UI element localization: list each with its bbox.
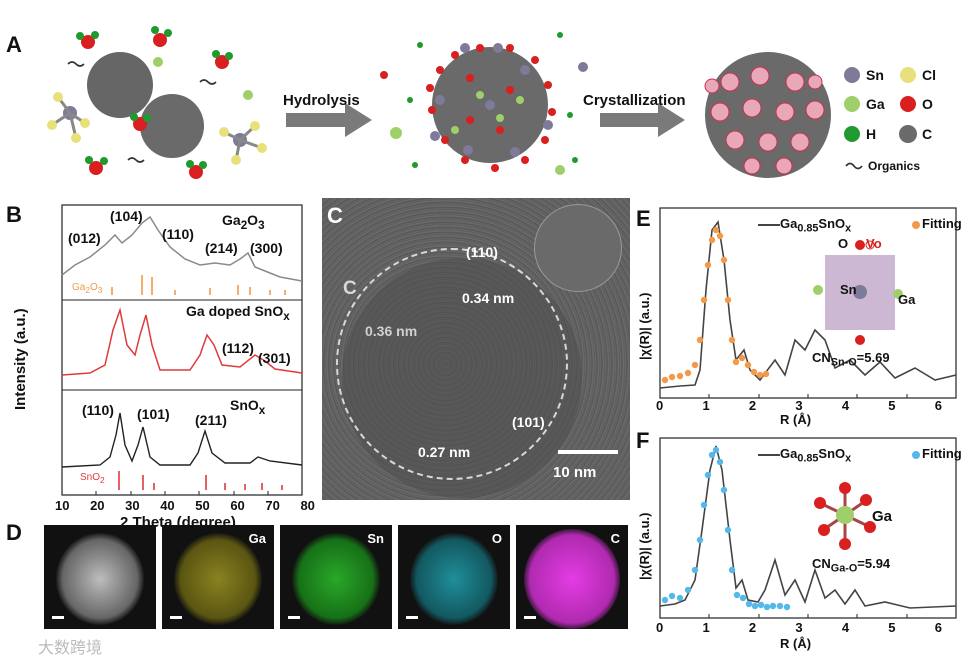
e-struct-ga: Ga [898,292,916,307]
panel-e-letter: E [636,206,651,231]
sncl4-molecule [219,121,267,165]
ga2o3-ref-ticks [111,275,286,295]
b-xtick-labels: 10 20 30 40 50 60 70 80 [55,498,315,513]
f-data-line [659,445,957,609]
d110-spacing: 0.34 nm [462,290,515,306]
ga2o3-ref-label: Ga2O3 [72,282,103,295]
d110-hkl: (110) [466,244,498,260]
e-cn: CNSn-O=5.69 [812,350,890,369]
e-struct-vo: Vo [866,236,882,251]
c-map: C [516,525,628,629]
b-ylabel: Intensity (a.u.) [12,308,29,410]
panel-a-letter: A [6,32,22,57]
e-struct-o: O [838,236,849,251]
e-data-line [659,220,957,389]
snox-structure-icon [813,240,903,345]
hydrolysis-arrow [286,103,372,137]
panel-b-letter: B [6,202,22,227]
panel-b-xrd [61,204,303,496]
b-xticks [61,491,303,495]
ga-centers [451,91,524,134]
carbon-label: C [343,278,357,299]
watermark: 大数跨境 [38,638,103,657]
panel-f-letter: F [636,428,650,453]
peak-300: (300) [250,240,283,256]
sno2-ref-ticks [118,471,283,490]
particle-outline [336,248,568,480]
haadf-map [44,525,156,629]
panel-a-schematic [47,26,917,179]
legend-h: H [866,126,877,142]
panel-f-exafs [659,437,957,619]
f-struct-ga: Ga [872,508,893,525]
sno2-ref-label: SnO2 [80,472,105,485]
f-legend-line: Ga0.85SnOx [780,446,852,465]
scale-bar [558,450,618,454]
d101-spacing: 0.27 nm [418,444,471,460]
f-ylabel: |χ(R)| (a.u.) [637,512,652,580]
legend-ga: Ga [866,96,885,112]
ga2o3-trace [61,215,303,282]
e-legend-fit: Fitting [922,216,962,231]
f-fit-points [661,446,791,611]
inset-sphere-icon [534,204,622,292]
ga-doped-trace [61,307,303,376]
f-legend-fit: Fitting [922,446,962,461]
legend-sn: Sn [866,67,884,83]
e-fit-points [661,226,770,384]
legend [844,67,917,170]
legend-o: O [922,96,933,112]
d101-hkl: (101) [512,414,545,430]
legend-c: C [922,126,933,142]
crystallization-arrow [600,103,685,137]
e-legend-line: Ga0.85SnOx [780,216,852,235]
peak-301: (301) [258,350,291,366]
f-cn: CNGa-O=5.94 [812,556,891,575]
carbon-spacing: 0.36 nm [365,323,418,339]
snox-trace [61,412,303,468]
gao6-structure-icon [814,482,876,550]
ga-doped-title: Ga doped SnOx [186,303,290,323]
e-ylabel: |χ(R)| (a.u.) [637,292,652,360]
sn-map: Sn [280,525,392,629]
peak-104: (104) [110,208,143,224]
peak-211-snox: (211) [195,412,227,428]
peak-110: (110) [162,226,194,242]
carbon-sphere [87,52,153,118]
panel-c-letter: C [327,203,343,228]
sn-centers [430,43,588,157]
e-xticks [659,394,957,398]
free-ions [407,32,578,168]
sncl4-molecule [47,92,90,143]
peak-012: (012) [68,230,101,246]
legend-organics: Organics [868,159,921,173]
panel-e-exafs [659,207,957,399]
nanocrystals [704,66,825,175]
tem-image [322,198,630,500]
hydrolysis-label: Hydrolysis [283,92,360,109]
e-struct-sn: Sn [840,282,857,297]
peak-112: (112) [222,340,254,356]
snox-title: SnOx [230,397,266,417]
legend-cl: Cl [922,67,936,83]
ga-map: Ga [162,525,274,629]
peak-101-snox: (101) [137,406,170,422]
f-xticks [659,614,957,618]
carbon-sphere [140,94,204,158]
f-xlabel: R (Å) [780,636,812,651]
hydrolyzed-species [426,44,556,172]
ga2o3-title: Ga2O3 [222,212,265,232]
o-map: O [398,525,510,629]
crystallization-label: Crystallization [583,92,686,109]
panel-d-letter: D [6,520,22,545]
peak-110-snox: (110) [82,402,114,418]
e-xlabel: R (Å) [780,412,812,427]
peak-214: (214) [205,240,238,256]
water-molecules [76,26,233,179]
scale-label: 10 nm [553,464,597,481]
